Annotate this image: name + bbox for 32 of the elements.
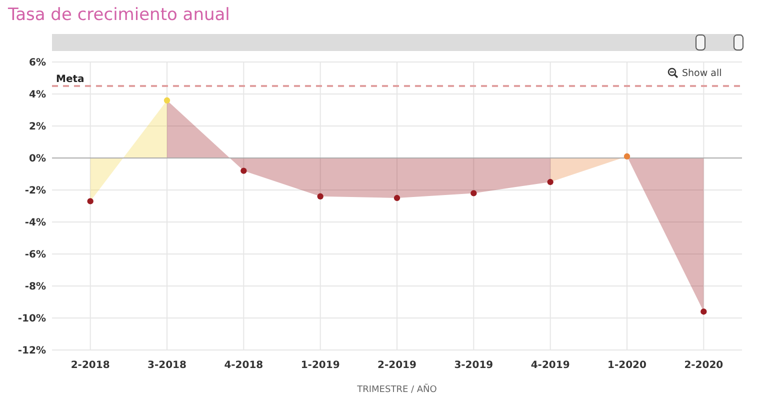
- ref-line-label: Meta: [56, 74, 84, 85]
- x-tick-label: 3-2019: [454, 360, 494, 371]
- x-tick-label: 3-2018: [148, 360, 187, 371]
- y-tick-label: -10%: [18, 314, 46, 324]
- point: [624, 153, 630, 160]
- y-tick-label: 4%: [29, 90, 46, 100]
- y-tick-label: -4%: [24, 218, 46, 228]
- x-tick-label: 4-2019: [530, 360, 570, 371]
- point: [164, 97, 170, 104]
- x-axis-title: TRIMESTRE / AÑO: [356, 383, 437, 395]
- point: [700, 308, 707, 315]
- point: [470, 190, 477, 196]
- point: [87, 198, 94, 204]
- point: [317, 193, 324, 200]
- y-tick-label: -6%: [24, 250, 46, 260]
- x-tick-label: 1-2019: [300, 360, 340, 371]
- x-tick-label: 2-2018: [70, 360, 110, 371]
- y-tick-label: 2%: [29, 122, 46, 132]
- y-tick-label: -8%: [24, 282, 46, 292]
- chart-title: Tasa de crecimiento anual: [7, 5, 230, 25]
- point: [547, 178, 554, 186]
- x-tick-label: 2-2020: [684, 360, 724, 371]
- y-tick-label: 0%: [29, 154, 46, 164]
- point: [240, 168, 247, 174]
- y-tick-label: -12%: [18, 346, 46, 356]
- annotation: Show all: [682, 68, 722, 79]
- y-tick-label: -2%: [24, 186, 46, 196]
- x-tick-label: 2-2019: [378, 360, 417, 371]
- x-tick-label: 1-2020: [608, 360, 647, 371]
- x-tick-label: 4-2018: [224, 360, 264, 371]
- point: [394, 194, 400, 202]
- y-tick-label: 6%: [29, 58, 46, 68]
